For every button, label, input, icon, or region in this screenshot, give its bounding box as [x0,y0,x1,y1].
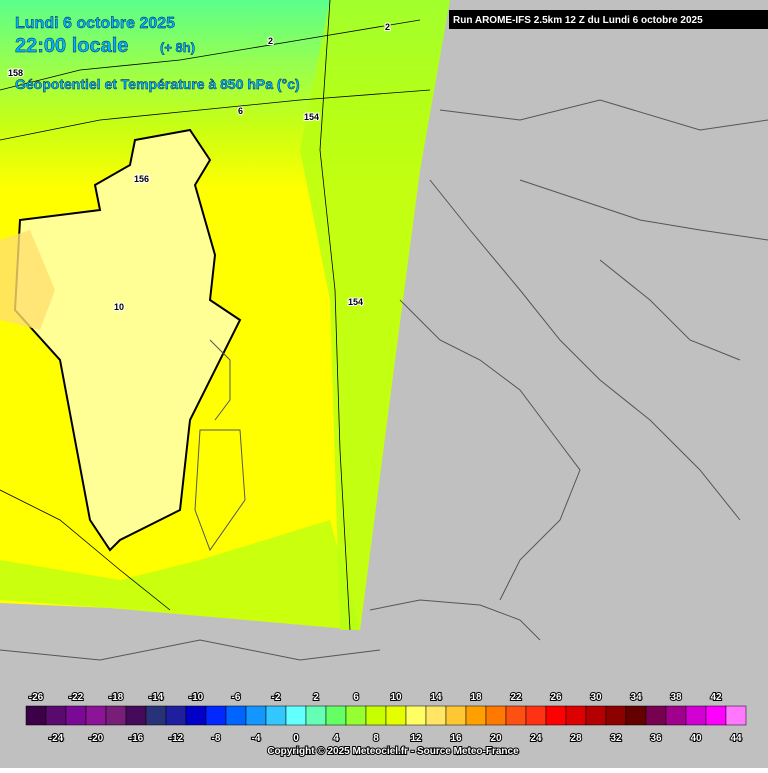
legend-label: 22 [510,692,522,703]
domain-south-band [0,520,360,630]
legend-label: 10 [390,692,402,703]
legend-swatch [85,705,107,726]
borders [0,99,768,661]
legend-label: 16 [450,733,462,744]
legend-swatch [645,705,667,726]
legend-label: 4 [333,733,339,744]
legend-label: 0 [293,733,299,744]
time: 22:00 locale [15,35,128,57]
date: Lundi 6 octobre 2025 [15,15,175,32]
legend-label: 28 [570,733,582,744]
legend-swatch [185,705,207,726]
legend-swatch [165,705,187,726]
field-title: Géopotentiel et Température à 850 hPa (°… [15,76,300,92]
legend-swatch [425,705,447,726]
legend-swatch [585,705,607,726]
legend-swatch [625,705,647,726]
legend-swatch [285,705,307,726]
legend-swatch [365,705,387,726]
legend-label: 14 [430,692,442,703]
legend-label: 30 [590,692,602,703]
legend-label: -8 [212,733,221,744]
legend-swatch [685,705,707,726]
domain-east-band [300,0,450,630]
legend-swatch [65,705,87,726]
legend-label: 20 [490,733,502,744]
legend-swatch [545,705,567,726]
contour-label: 6 [238,106,243,116]
legend-label: -20 [89,733,104,744]
legend-swatch [565,705,587,726]
legend-label: 42 [710,692,722,703]
legend-swatch [665,705,687,726]
legend-swatch [485,705,507,726]
legend-swatch [245,705,267,726]
legend-swatch [505,705,527,726]
legend-label: 8 [373,733,379,744]
legend-swatch [705,705,727,726]
warm-area [0,230,55,330]
legend-swatch [305,705,327,726]
legend-label: 34 [630,692,642,703]
isolines [0,0,431,631]
legend-swatch [205,705,227,726]
legend-swatch [225,705,247,726]
legend-label: -26 [29,692,44,703]
legend-label: 24 [530,733,542,744]
run-info: Run AROME-IFS 2.5km 12 Z du Lundi 6 octo… [453,15,703,26]
legend-swatch [145,705,167,726]
legend-swatch [725,705,747,726]
legend-swatch [105,705,127,726]
copyright: Copyright © 2025 Meteociel.fr - Source M… [267,746,519,757]
legend-swatch [465,705,487,726]
legend-label: -6 [232,692,241,703]
legend-label: 6 [353,692,359,703]
legend-label: -22 [69,692,84,703]
legend-label: 32 [610,733,622,744]
legend-swatch [385,705,407,726]
legend-label: -10 [189,692,204,703]
legend-swatch [445,705,467,726]
land-area [13,128,242,552]
legend-swatch [25,705,47,726]
legend-label: -12 [169,733,184,744]
contour-label: 2 [385,22,390,32]
legend-swatch [125,705,147,726]
legend-label: -14 [149,692,164,703]
legend-label: -4 [252,733,261,744]
legend-swatch [265,705,287,726]
legend-label: 18 [470,692,482,703]
legend-label: -18 [109,692,124,703]
legend-label: -2 [272,692,281,703]
contour-label: 156 [134,174,149,184]
contour-label: 154 [304,112,319,122]
legend-swatch [525,705,547,726]
legend-label: -24 [49,733,64,744]
legend-swatch [405,705,427,726]
legend-label: 12 [410,733,422,744]
offset: (+ 8h) [160,40,195,55]
run-banner [449,10,768,29]
legend-label: 2 [313,692,319,703]
legend-swatch [45,705,67,726]
legend-swatch [325,705,347,726]
contour-label: 158 [8,68,23,78]
legend-label: 38 [670,692,682,703]
legend-label: -16 [129,733,144,744]
contour-label: 10 [114,302,124,312]
legend-label: 26 [550,692,562,703]
contour-label: 2 [268,36,273,46]
legend-label: 44 [730,733,742,744]
legend-label: 40 [690,733,702,744]
contour-label: 154 [348,297,363,307]
legend-swatch [605,705,627,726]
legend-swatch [345,705,367,726]
legend-label: 36 [650,733,662,744]
